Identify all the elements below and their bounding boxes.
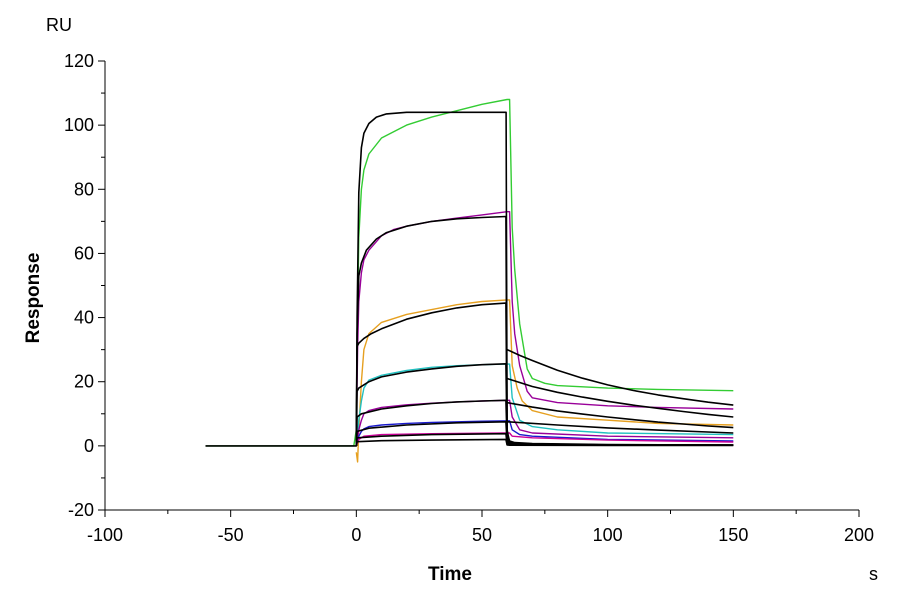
x-tick-label: 0 [351,525,361,545]
y-tick-label: -20 [68,500,94,520]
x-tick-label: 50 [472,525,492,545]
y-unit-label: RU [46,15,72,35]
x-axis-title: Time [428,564,472,585]
y-tick-label: 20 [74,372,94,392]
fit-curve-14 [355,438,734,447]
x-unit-label: s [869,564,878,584]
y-tick-label: 60 [74,243,94,263]
y-tick-label: 40 [74,308,94,328]
axes: -100 -50 0 50 100 150 200 -20 0 20 40 60 80 100 120 [64,51,874,545]
response-curve-4 [355,299,734,463]
fit-curve-16 [506,377,734,418]
x-tick-label: -50 [218,525,244,545]
x-tick-label: 100 [593,525,623,545]
x-tick-label: -100 [87,525,123,545]
response-curve-2 [355,210,734,440]
series-layer [205,98,734,463]
x-tick-label: 150 [718,525,748,545]
y-tick-label: 80 [74,179,94,199]
y-tick-label: 120 [64,51,94,71]
fit-curve-1 [205,111,734,447]
y-tick-label: 0 [84,436,94,456]
fit-curve-15 [506,348,734,406]
y-tick-label: 100 [64,115,94,135]
x-tick-label: 200 [844,525,874,545]
fit-curve-18 [507,421,734,434]
y-axis-title: Response [23,253,44,344]
fit-curve-17 [506,401,734,429]
labels: RU s Time Response [23,15,878,585]
